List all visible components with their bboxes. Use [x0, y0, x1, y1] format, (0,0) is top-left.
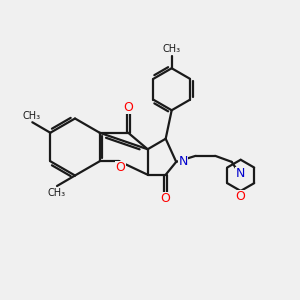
Text: O: O [116, 161, 126, 174]
Text: O: O [236, 190, 246, 203]
Text: CH₃: CH₃ [163, 44, 181, 54]
Text: CH₃: CH₃ [23, 111, 41, 121]
Text: N: N [178, 155, 188, 168]
Text: O: O [123, 101, 133, 114]
Text: N: N [236, 167, 245, 180]
Text: O: O [161, 192, 171, 205]
Text: CH₃: CH₃ [48, 188, 66, 198]
